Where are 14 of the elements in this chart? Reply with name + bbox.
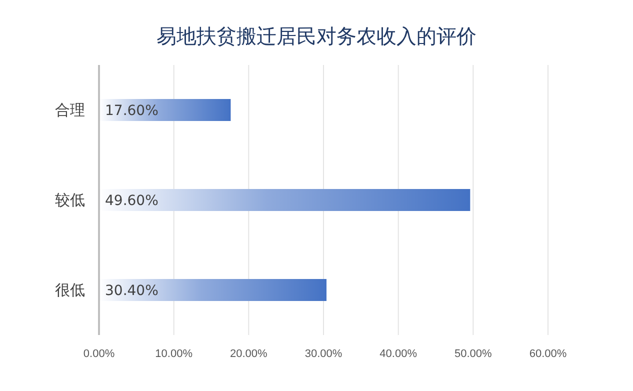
x-tick-label: 0.00%	[83, 348, 115, 360]
x-tick-label: 60.00%	[529, 348, 567, 360]
y-tick-label: 较低	[55, 192, 85, 209]
data-label: 49.60%	[105, 193, 158, 209]
y-tick-label: 很低	[55, 282, 85, 299]
x-tick-label: 50.00%	[454, 348, 492, 360]
data-label: 30.40%	[105, 283, 158, 299]
x-tick-label: 20.00%	[230, 348, 268, 360]
data-label: 17.60%	[105, 103, 158, 119]
x-tick-label: 30.00%	[304, 348, 342, 360]
chart-title: 易地扶贫搬迁居民对务农收入的评价	[156, 24, 476, 48]
x-tick-label: 10.00%	[155, 348, 193, 360]
y-tick-label: 合理	[55, 102, 85, 119]
x-tick-label: 40.00%	[380, 348, 418, 360]
